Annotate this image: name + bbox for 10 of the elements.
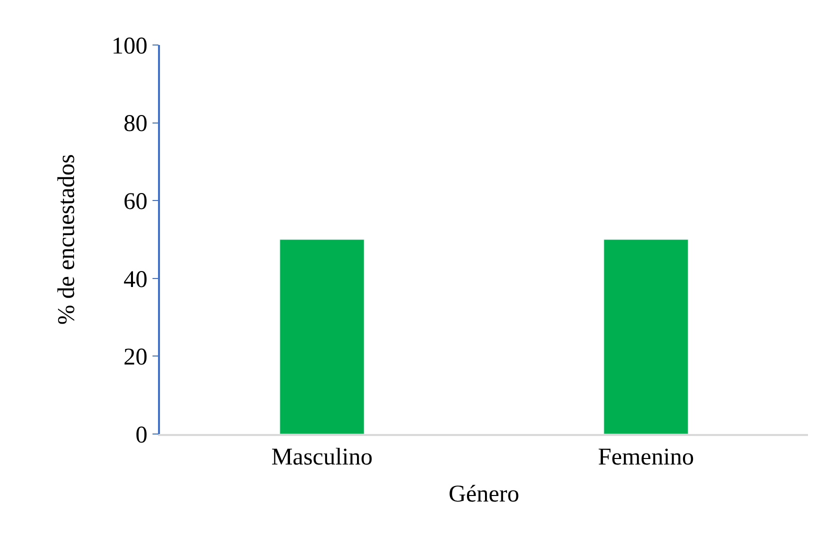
y-tick-label: 20 (123, 344, 148, 371)
y-tick-label: 60 (123, 189, 148, 215)
y-tick-label: 100 (111, 33, 148, 60)
x-tick-label: Femenino (598, 444, 694, 471)
y-axis-title: % de encuestados (54, 154, 80, 325)
y-tick-label: 0 (135, 422, 148, 448)
y-tick-label: 40 (123, 266, 148, 293)
x-tick-label: Masculino (271, 444, 373, 471)
x-axis-title: Género (448, 481, 520, 508)
y-tick-label: 80 (123, 111, 148, 138)
